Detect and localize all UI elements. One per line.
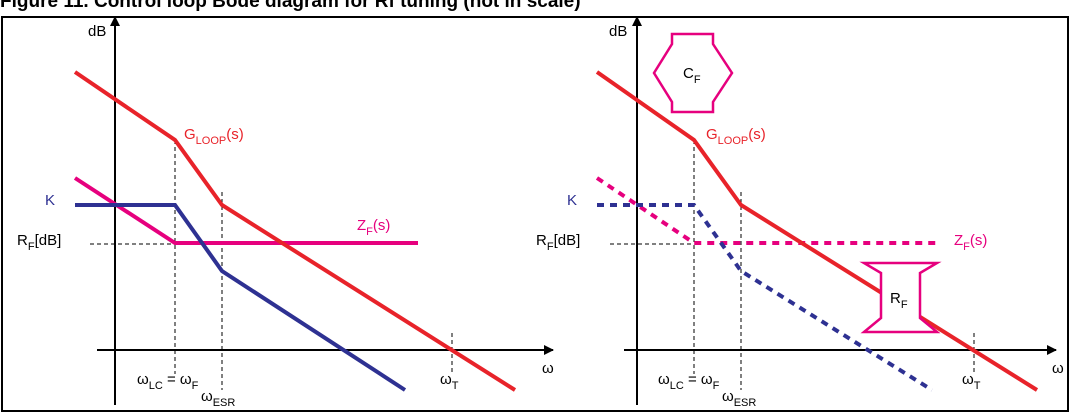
left-k-curve [75, 203, 407, 392]
left-omega-lc-label: ωLC = ωF [137, 371, 199, 392]
left-gloop-label: GLOOP(s) [184, 126, 244, 147]
left-zf-curve [73, 176, 418, 245]
left-k-label: K [45, 192, 55, 209]
right-zf-label: ZF(s) [954, 232, 987, 253]
left-gloop-curve [73, 70, 517, 392]
left-db-label: dB [88, 23, 106, 40]
right-omega-lc-label: ωLC = ωF [658, 371, 720, 392]
right-k-curve [597, 203, 934, 392]
cf-arrow-icon [652, 32, 734, 114]
rf-arrow-label: RF [890, 290, 908, 311]
right-k-label: K [567, 192, 577, 209]
left-omega-t-label: ωT [440, 371, 459, 392]
right-omega-t-label: ωT [962, 371, 981, 392]
right-db-label: dB [609, 23, 627, 40]
right-bode-diagram: CF RF dB ω GLOOP(s) K ZF(s) RF[dB] ωLC =… [536, 16, 1064, 409]
left-bode-diagram: dB ω GLOOP(s) K ZF(s) RF[dB] ωLC = ωF ωE… [17, 16, 554, 409]
left-rf-db-label: RF[dB] [17, 232, 61, 253]
rf-arrow-icon [859, 261, 942, 334]
left-omega-esr-label: ωESR [201, 388, 235, 409]
left-zf-label: ZF(s) [357, 217, 390, 238]
right-gloop-curve [595, 70, 1039, 392]
right-rf-db-label: RF[dB] [536, 232, 580, 253]
figure-title: Figure 11. Control loop Bode diagram for… [0, 0, 581, 12]
right-zf-curve [595, 176, 940, 245]
right-gloop-label: GLOOP(s) [706, 126, 766, 147]
right-omega-axis-label: ω [1052, 360, 1064, 377]
left-omega-axis-label: ω [542, 360, 554, 377]
figure-frame [1, 16, 1069, 412]
right-omega-esr-label: ωESR [722, 388, 756, 409]
cf-arrow-label: CF [683, 65, 701, 86]
